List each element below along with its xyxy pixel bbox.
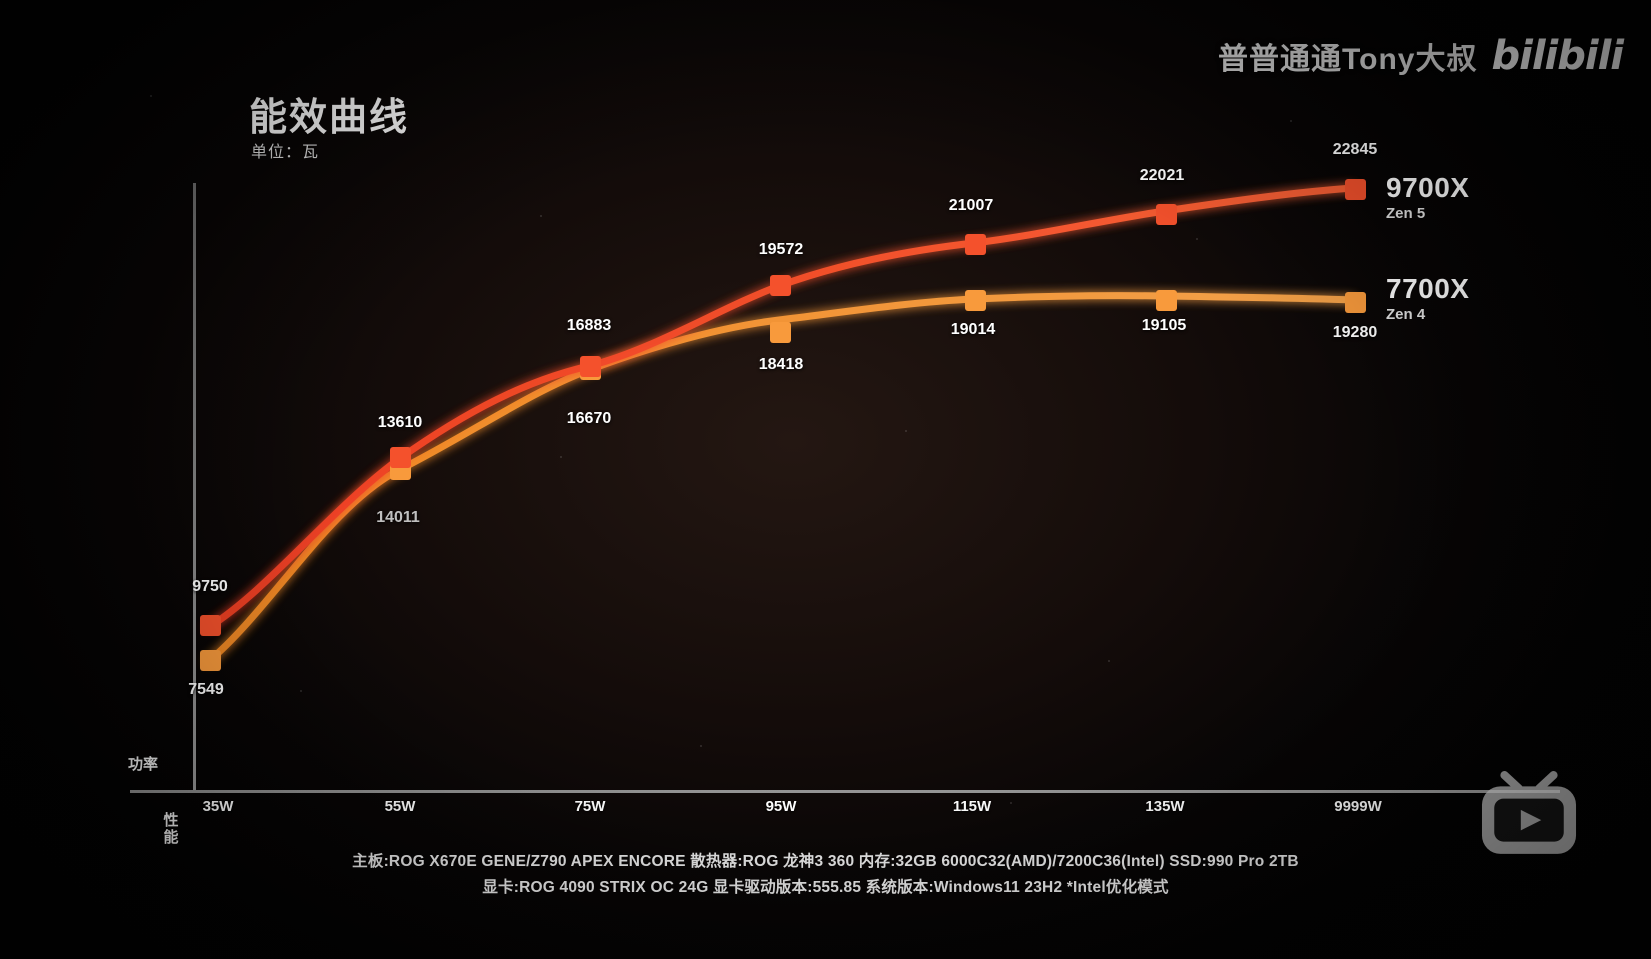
- bilibili-tv-icon: [1481, 771, 1577, 854]
- x-tick-2: 75W: [574, 798, 606, 815]
- legend-name-9700x: 9700X: [1386, 172, 1470, 203]
- footer-specs: 主板:ROG X670E GENE/Z790 APEX ENCORE 散热器:R…: [0, 849, 1651, 901]
- x-tick-4: 115W: [952, 798, 992, 815]
- data-label-7700x-5: 19105: [1141, 317, 1187, 334]
- data-label-9700x-4: 21007: [948, 197, 994, 214]
- legend-sub-9700x: Zen 5: [1386, 205, 1426, 222]
- data-label-9700x-0: 9750: [192, 578, 228, 595]
- x-tick-5: 135W: [1145, 798, 1185, 815]
- legend-name-7700x: 7700X: [1386, 273, 1470, 304]
- footer-line-1: 主板:ROG X670E GENE/Z790 APEX ENCORE 散热器:R…: [352, 853, 1299, 870]
- data-label-7700x-4: 19014: [950, 321, 996, 338]
- data-label-9700x-2: 16883: [566, 317, 612, 334]
- data-label-7700x-3: 18418: [758, 356, 804, 373]
- x-tick-6: 9999W: [1334, 798, 1382, 815]
- data-label-7700x-6: 19280: [1332, 324, 1378, 341]
- x-tick-1: 55W: [384, 798, 416, 815]
- x-tick-3: 95W: [765, 798, 797, 815]
- x-tick-0: 35W: [202, 798, 234, 815]
- data-label-9700x-3: 19572: [758, 241, 804, 258]
- footer-line-2: 显卡:ROG 4090 STRIX OC 24G 显卡驱动版本:555.85 系…: [482, 879, 1169, 896]
- data-label-7700x-2: 16670: [566, 410, 612, 427]
- data-label-7700x-0: 7549: [188, 681, 224, 698]
- data-label-9700x-1: 13610: [377, 414, 423, 431]
- data-label-9700x-6: 22845: [1332, 141, 1378, 158]
- legend-item-7700x: 7700X Zen 4: [1386, 273, 1470, 323]
- legend-item-9700x: 9700X Zen 5: [1386, 172, 1470, 222]
- legend-sub-7700x: Zen 4: [1386, 306, 1426, 323]
- data-label-7700x-1: 14011: [376, 509, 420, 526]
- data-label-9700x-5: 22021: [1139, 167, 1185, 184]
